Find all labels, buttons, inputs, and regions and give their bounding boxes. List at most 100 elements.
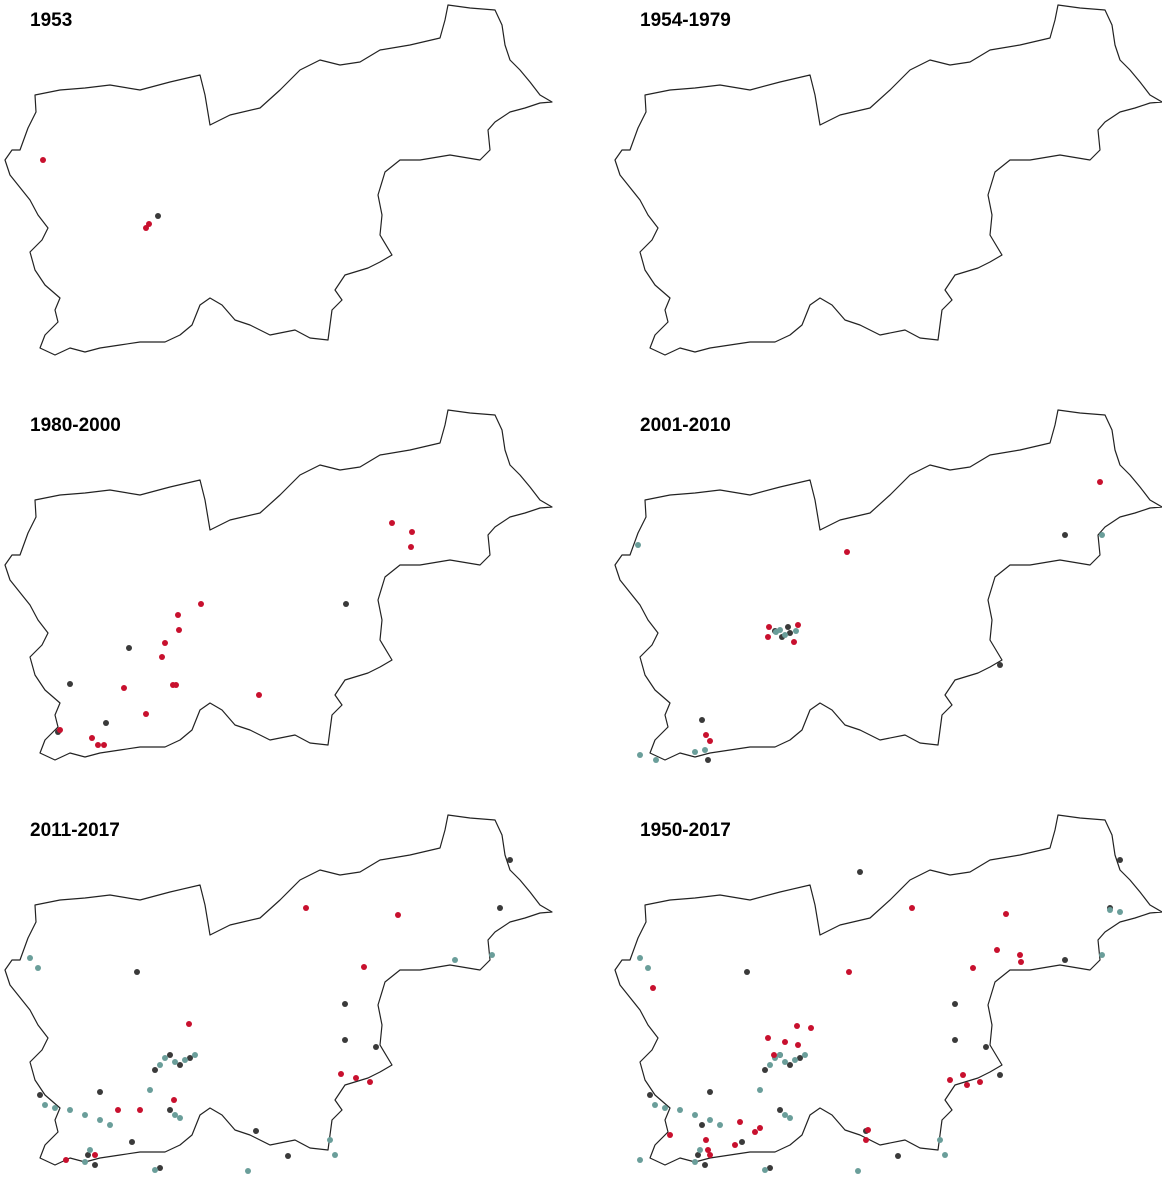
occurrence-dot	[1062, 957, 1068, 963]
occurrence-dot	[146, 221, 152, 227]
occurrence-dot	[650, 985, 656, 991]
occurrence-dot	[739, 1139, 745, 1145]
occurrence-dot	[85, 1152, 91, 1158]
panel-title: 2011-2017	[30, 820, 120, 841]
occurrence-dot	[115, 1107, 121, 1113]
occurrence-dot	[92, 1152, 98, 1158]
occurrence-dot	[960, 1072, 966, 1078]
panel-title: 1950-2017	[640, 820, 731, 841]
occurrence-dot	[1018, 959, 1024, 965]
occurrence-dot	[667, 1132, 673, 1138]
occurrence-dot	[182, 1057, 188, 1063]
occurrence-dot	[752, 1129, 758, 1135]
occurrence-dot	[795, 1042, 801, 1048]
occurrence-dot	[777, 1052, 783, 1058]
occurrence-dot	[762, 1067, 768, 1073]
occurrence-dot	[662, 1105, 668, 1111]
occurrence-dot	[952, 1001, 958, 1007]
occurrence-dot	[172, 1059, 178, 1065]
occurrence-dot	[175, 612, 181, 618]
occurrence-dot	[977, 1079, 983, 1085]
occurrence-dot	[757, 1125, 763, 1131]
occurrence-dot	[198, 601, 204, 607]
occurrence-dot	[42, 1102, 48, 1108]
occurrence-dot	[95, 742, 101, 748]
occurrence-dot	[82, 1112, 88, 1118]
occurrence-dot	[342, 1037, 348, 1043]
occurrence-dot	[489, 952, 495, 958]
occurrence-dot	[97, 1117, 103, 1123]
country-outline	[4, 409, 553, 761]
occurrence-dot	[762, 1167, 768, 1173]
occurrence-dot	[89, 735, 95, 741]
occurrence-dot	[353, 1075, 359, 1081]
occurrence-dot	[705, 1147, 711, 1153]
occurrence-dot	[703, 732, 709, 738]
country-outline	[614, 4, 1162, 356]
occurrence-dot	[256, 692, 262, 698]
occurrence-dot	[452, 957, 458, 963]
occurrence-dot	[777, 627, 783, 633]
occurrence-dot	[27, 955, 33, 961]
occurrence-dot	[57, 727, 63, 733]
occurrence-dot	[707, 1089, 713, 1095]
occurrence-dot	[152, 1067, 158, 1073]
country-outline	[4, 4, 553, 356]
occurrence-dot	[787, 1115, 793, 1121]
occurrence-dot	[705, 757, 711, 763]
occurrence-dot	[408, 544, 414, 550]
occurrence-dot	[795, 622, 801, 628]
occurrence-dot	[782, 1059, 788, 1065]
occurrence-dot	[92, 1162, 98, 1168]
map-panel: 1950-2017	[614, 814, 1162, 1174]
occurrence-dot	[952, 1037, 958, 1043]
occurrence-dot	[143, 711, 149, 717]
occurrence-dot	[766, 624, 772, 630]
occurrence-dot	[844, 549, 850, 555]
occurrence-dot	[782, 1112, 788, 1118]
occurrence-dot	[1099, 952, 1105, 958]
occurrence-dot	[157, 1062, 163, 1068]
occurrence-dot	[126, 645, 132, 651]
panel-title: 1953	[30, 10, 72, 31]
occurrence-dot	[82, 1159, 88, 1165]
occurrence-dot	[942, 1152, 948, 1158]
country-outline	[4, 814, 553, 1166]
occurrence-dot	[983, 1044, 989, 1050]
occurrence-dot	[771, 1052, 777, 1058]
occurrence-dot	[637, 752, 643, 758]
occurrence-dot	[767, 1165, 773, 1171]
occurrence-dot	[947, 1077, 953, 1083]
occurrence-dot	[342, 1001, 348, 1007]
occurrence-dot	[702, 747, 708, 753]
occurrence-dot	[187, 1055, 193, 1061]
occurrence-dot	[787, 630, 793, 636]
occurrence-dot	[172, 1112, 178, 1118]
occurrence-dot	[637, 955, 643, 961]
map-panel: 1980-2000	[4, 409, 553, 761]
occurrence-dot	[702, 1162, 708, 1168]
occurrence-dot	[389, 520, 395, 526]
occurrence-dot	[732, 1142, 738, 1148]
occurrence-dot	[653, 757, 659, 763]
occurrence-dot	[793, 628, 799, 634]
occurrence-dot	[692, 749, 698, 755]
occurrence-dot	[159, 654, 165, 660]
occurrence-dot	[162, 640, 168, 646]
occurrence-dot	[129, 1139, 135, 1145]
occurrence-dot	[162, 1055, 168, 1061]
occurrence-dot	[846, 969, 852, 975]
occurrence-dot	[87, 1147, 93, 1153]
occurrence-dot	[1062, 532, 1068, 538]
occurrence-dot	[855, 1168, 861, 1174]
occurrence-dot	[765, 634, 771, 640]
occurrence-dot	[176, 627, 182, 633]
occurrence-dot	[137, 1107, 143, 1113]
occurrence-dot	[327, 1137, 333, 1143]
occurrence-dot	[40, 157, 46, 163]
occurrence-dot	[994, 947, 1000, 953]
occurrence-dot	[909, 905, 915, 911]
occurrence-dot	[635, 542, 641, 548]
occurrence-dot	[767, 1062, 773, 1068]
occurrence-dot	[177, 1062, 183, 1068]
